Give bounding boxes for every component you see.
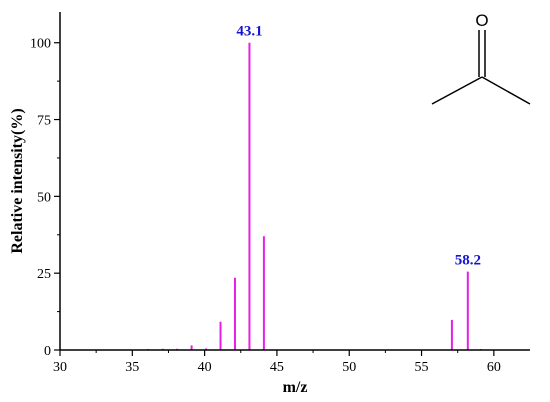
peak-annotation: 58.2 <box>455 253 481 269</box>
x-tick-label: 60 <box>487 360 501 375</box>
peak-labels-layer: 43.1 58.2 <box>236 24 481 269</box>
x-tick-label: 30 <box>53 360 67 375</box>
y-tick-label: 100 <box>30 37 51 52</box>
bond-right <box>481 76 531 105</box>
x-tick-label: 35 <box>125 360 139 375</box>
y-tick-label: 0 <box>44 344 51 359</box>
y-tick-label: 50 <box>37 190 51 205</box>
x-tick-label: 45 <box>270 360 284 375</box>
x-axis-title: m/z <box>283 379 308 396</box>
y-axis-title: Relative intensity(%) <box>9 108 26 253</box>
bond-left <box>431 76 483 105</box>
bars-layer <box>147 42 482 350</box>
x-tick-label: 55 <box>415 360 429 375</box>
x-tick-label: 50 <box>342 360 356 375</box>
oxygen-atom-label: O <box>475 11 488 30</box>
y-tick-label: 75 <box>37 114 51 129</box>
peak-annotation: 43.1 <box>236 24 262 40</box>
y-tick-label: 25 <box>37 267 51 282</box>
ticks-layer: 30 35 40 45 50 55 60 0 25 50 75 100 <box>30 37 501 375</box>
x-tick-label: 40 <box>198 360 212 375</box>
acetone-structure: O <box>431 11 531 105</box>
